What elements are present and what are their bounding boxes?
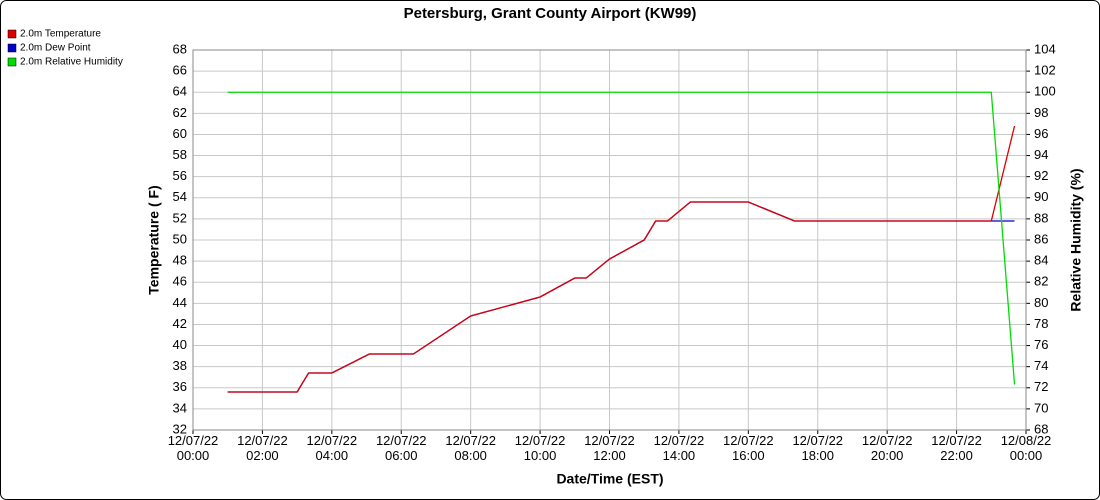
y2-tick-label: 92 [1034,168,1048,183]
x-tick-label: 12/07/22 08:00 [445,433,496,463]
y2-tick-label: 94 [1034,147,1048,162]
y2-tick-label: 68 [1034,421,1048,436]
legend-swatch [7,29,17,39]
y2-tick-label: 86 [1034,231,1048,246]
x-tick-label: 12/07/22 02:00 [237,433,288,463]
y2-tick-label: 78 [1034,316,1048,331]
x-tick-label: 12/08/22 00:00 [1000,433,1052,463]
y-tick-label: 38 [173,358,187,373]
legend-swatch [7,43,17,53]
y-tick-label: 36 [173,379,187,394]
y2-tick-label: 88 [1034,210,1048,225]
y-tick-label: 60 [173,126,187,141]
legend-label: 2.0m Temperature [20,29,101,40]
y-tick-label: 66 [173,63,187,78]
x-tick-label: 12/07/22 12:00 [584,433,635,463]
series-line [227,91,1016,385]
y-tick-label: 58 [173,147,187,162]
x-tick-label: 12/07/22 10:00 [514,433,566,463]
y-tick-label: 64 [173,84,187,99]
y2-tick-label: 102 [1034,63,1056,78]
y2-tick-label: 76 [1034,337,1048,352]
y-axis-label: Temperature ( F) [146,185,162,294]
y2-tick-label: 84 [1034,253,1048,268]
y2-tick-label: 74 [1034,358,1048,373]
y-tick-label: 50 [173,231,187,246]
y2-tick-label: 80 [1034,295,1048,310]
y2-tick-label: 70 [1034,400,1048,415]
x-tick-label: 12/07/22 22:00 [931,433,982,463]
series-line [227,125,1016,393]
y-tick-label: 44 [173,295,187,310]
y-tick-label: 48 [173,253,187,268]
x-tick-label: 12/07/22 18:00 [792,433,844,463]
y-tick-label: 68 [173,41,187,56]
legend-label: 2.0m Dew Point [20,43,91,54]
y-tick-label: 62 [173,105,187,120]
y2-tick-label: 98 [1034,105,1048,120]
chart-title: Petersburg, Grant County Airport (KW99) [404,5,697,22]
y2-tick-label: 100 [1034,84,1056,99]
x-tick-label: 12/07/22 16:00 [723,433,774,463]
x-axis-label: Date/Time (EST) [556,471,663,487]
y2-tick-label: 104 [1034,41,1056,56]
x-tick-label: 12/07/22 06:00 [375,433,427,463]
y-tick-label: 32 [173,421,187,436]
x-tick-label: 12/07/22 00:00 [167,433,219,463]
y-tick-label: 54 [173,189,187,204]
y2-tick-label: 82 [1034,274,1048,289]
legend-swatch [7,57,17,67]
y-tick-label: 34 [173,400,187,415]
y2-tick-label: 90 [1034,189,1048,204]
y2-tick-label: 72 [1034,379,1048,394]
y-tick-label: 56 [173,168,187,183]
legend-label: 2.0m Relative Humidity [20,57,123,68]
y2-axis-label: Relative Humidity (%) [1068,168,1084,311]
y2-tick-label: 96 [1034,126,1048,141]
x-tick-label: 12/07/22 20:00 [861,433,913,463]
y-tick-label: 52 [173,210,187,225]
plot-frame [192,49,1027,431]
y-tick-label: 42 [173,316,187,331]
x-tick-label: 12/07/22 04:00 [306,433,358,463]
x-tick-label: 12/07/22 14:00 [653,433,705,463]
y-tick-label: 46 [173,274,187,289]
y-tick-label: 40 [173,337,187,352]
